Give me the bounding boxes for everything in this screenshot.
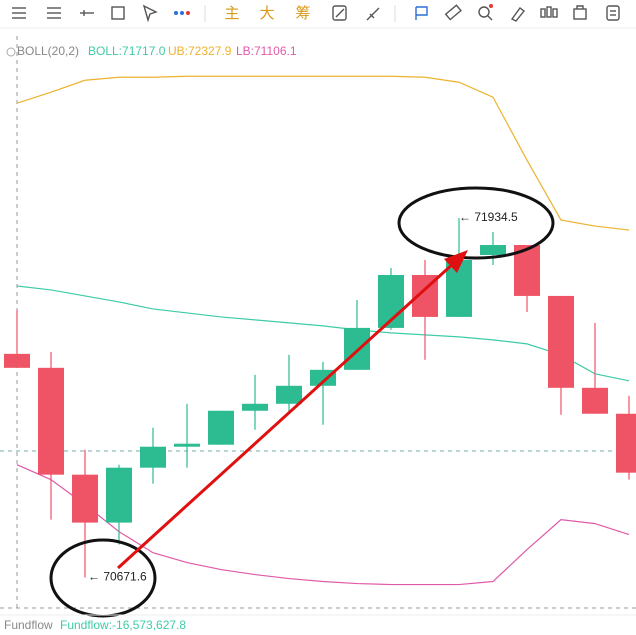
tool-icon[interactable] [332, 5, 347, 21]
candle-body [446, 259, 472, 317]
candle-body [344, 327, 370, 370]
drawing-ellipse[interactable] [49, 538, 157, 618]
tool-icon[interactable] [174, 11, 190, 15]
candle-body [174, 443, 200, 447]
indicator-name: BOLL(20,2) [17, 44, 79, 58]
annotation: ← 70671.6 [88, 570, 147, 584]
footer-value: Fundflow:-16,573,627.8 [60, 618, 186, 632]
tool-icon[interactable] [606, 5, 620, 21]
toolbar-button[interactable]: 主 [224, 5, 239, 22]
tool-icon[interactable] [510, 7, 525, 22]
candle-body [140, 446, 166, 468]
candle-body [4, 353, 30, 368]
candle-body [72, 474, 98, 523]
toolbar: 主 大 筹 [12, 4, 620, 23]
tool-icon[interactable] [111, 6, 125, 20]
candle-body [548, 295, 574, 388]
drawing-ellipse[interactable] [397, 186, 555, 260]
tool-icon[interactable] [478, 4, 493, 21]
candle-body [310, 369, 336, 386]
band-line [16, 75, 630, 231]
tool-icon[interactable] [12, 7, 26, 19]
indicator-value: BOLL:71717.0 [88, 44, 166, 58]
candle-body [242, 403, 268, 411]
indicator-value: LB:71106.1 [236, 44, 297, 58]
candle-body [38, 367, 64, 475]
toolbar-button[interactable]: 筹 [295, 5, 310, 22]
plot [4, 75, 636, 586]
candle-body [208, 410, 234, 445]
tool-icon[interactable] [80, 10, 94, 16]
legend-icon [6, 47, 16, 57]
indicator-value: UB:72327.9 [168, 44, 232, 58]
candle-body [276, 385, 302, 404]
tool-icon[interactable] [47, 7, 61, 19]
footer-name: Fundflow [4, 618, 53, 632]
tool-icon[interactable] [142, 4, 158, 23]
candle-body [106, 467, 132, 523]
toolbar-button[interactable]: 大 [259, 5, 274, 22]
candle-body [582, 387, 608, 414]
tool-icon[interactable] [540, 6, 558, 18]
candle-body [480, 245, 506, 255]
annotation: ← 71934.5 [459, 210, 518, 224]
tool-icon[interactable] [573, 5, 587, 20]
tool-icon[interactable] [415, 6, 428, 20]
tool-icon[interactable] [444, 4, 462, 21]
drawing-arrow[interactable] [116, 250, 468, 570]
band-line [16, 285, 630, 382]
tool-icon[interactable] [366, 7, 380, 21]
candle-body [616, 413, 636, 473]
